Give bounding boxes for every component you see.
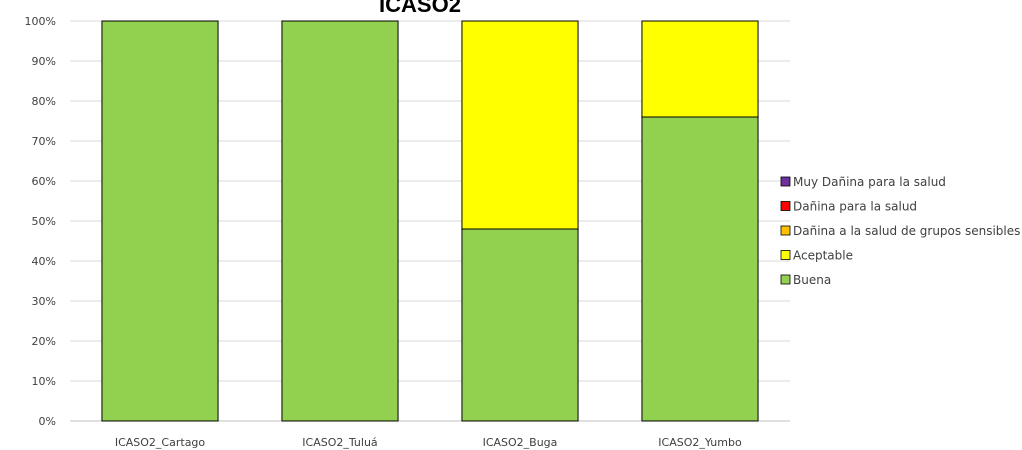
legend-label: Muy Dañina para la salud (793, 175, 946, 189)
y-tick-label: 50% (32, 215, 56, 228)
x-axis-ticks: ICASO2_Cartago ICASO2_Tuluá ICASO2_Buga ICA… (115, 436, 742, 449)
y-tick-label: 40% (32, 255, 56, 268)
bar-segment (461, 228, 579, 422)
y-tick-label: 30% (32, 295, 56, 308)
y-tick-label: 60% (32, 175, 56, 188)
x-tick-label: ICASO2_Yumbo (658, 436, 742, 449)
y-tick-label: 20% (32, 335, 56, 348)
legend: Muy Dañina para la salud Dañina para la s… (780, 175, 1020, 287)
y-tick-label: 70% (32, 135, 56, 148)
x-tick-label: ICASO2_Tuluá (302, 436, 377, 449)
legend-swatch (780, 225, 791, 236)
legend-label: Buena (793, 273, 831, 287)
y-tick-label: 100% (25, 15, 56, 28)
y-tick-label: 80% (32, 95, 56, 108)
bar-segment (641, 116, 759, 422)
y-axis-ticks: 0% 10% 20% 30% 40% 50% 60% 70% 80% 90% 100% (25, 15, 56, 428)
x-tick-label: ICASO2_Buga (483, 436, 558, 449)
legend-label: Dañina a la salud de grupos sensibles (793, 224, 1020, 238)
bar-segment (101, 20, 219, 422)
legend-swatch (780, 176, 791, 187)
y-tick-label: 10% (32, 375, 56, 388)
y-tick-label: 90% (32, 55, 56, 68)
y-tick-label: 0% (39, 415, 56, 428)
bar-segment (461, 20, 579, 230)
legend-label: Dañina para la salud (793, 200, 917, 214)
bars (101, 20, 759, 422)
legend-swatch (780, 250, 791, 260)
legend-swatch (780, 201, 791, 211)
legend-swatch (780, 274, 791, 285)
legend-label: Aceptable (793, 249, 853, 263)
chart-title: ICASO2 (379, 0, 461, 17)
bar-segment (641, 20, 759, 118)
bar-segment (281, 20, 399, 422)
x-tick-label: ICASO2_Cartago (115, 436, 206, 449)
